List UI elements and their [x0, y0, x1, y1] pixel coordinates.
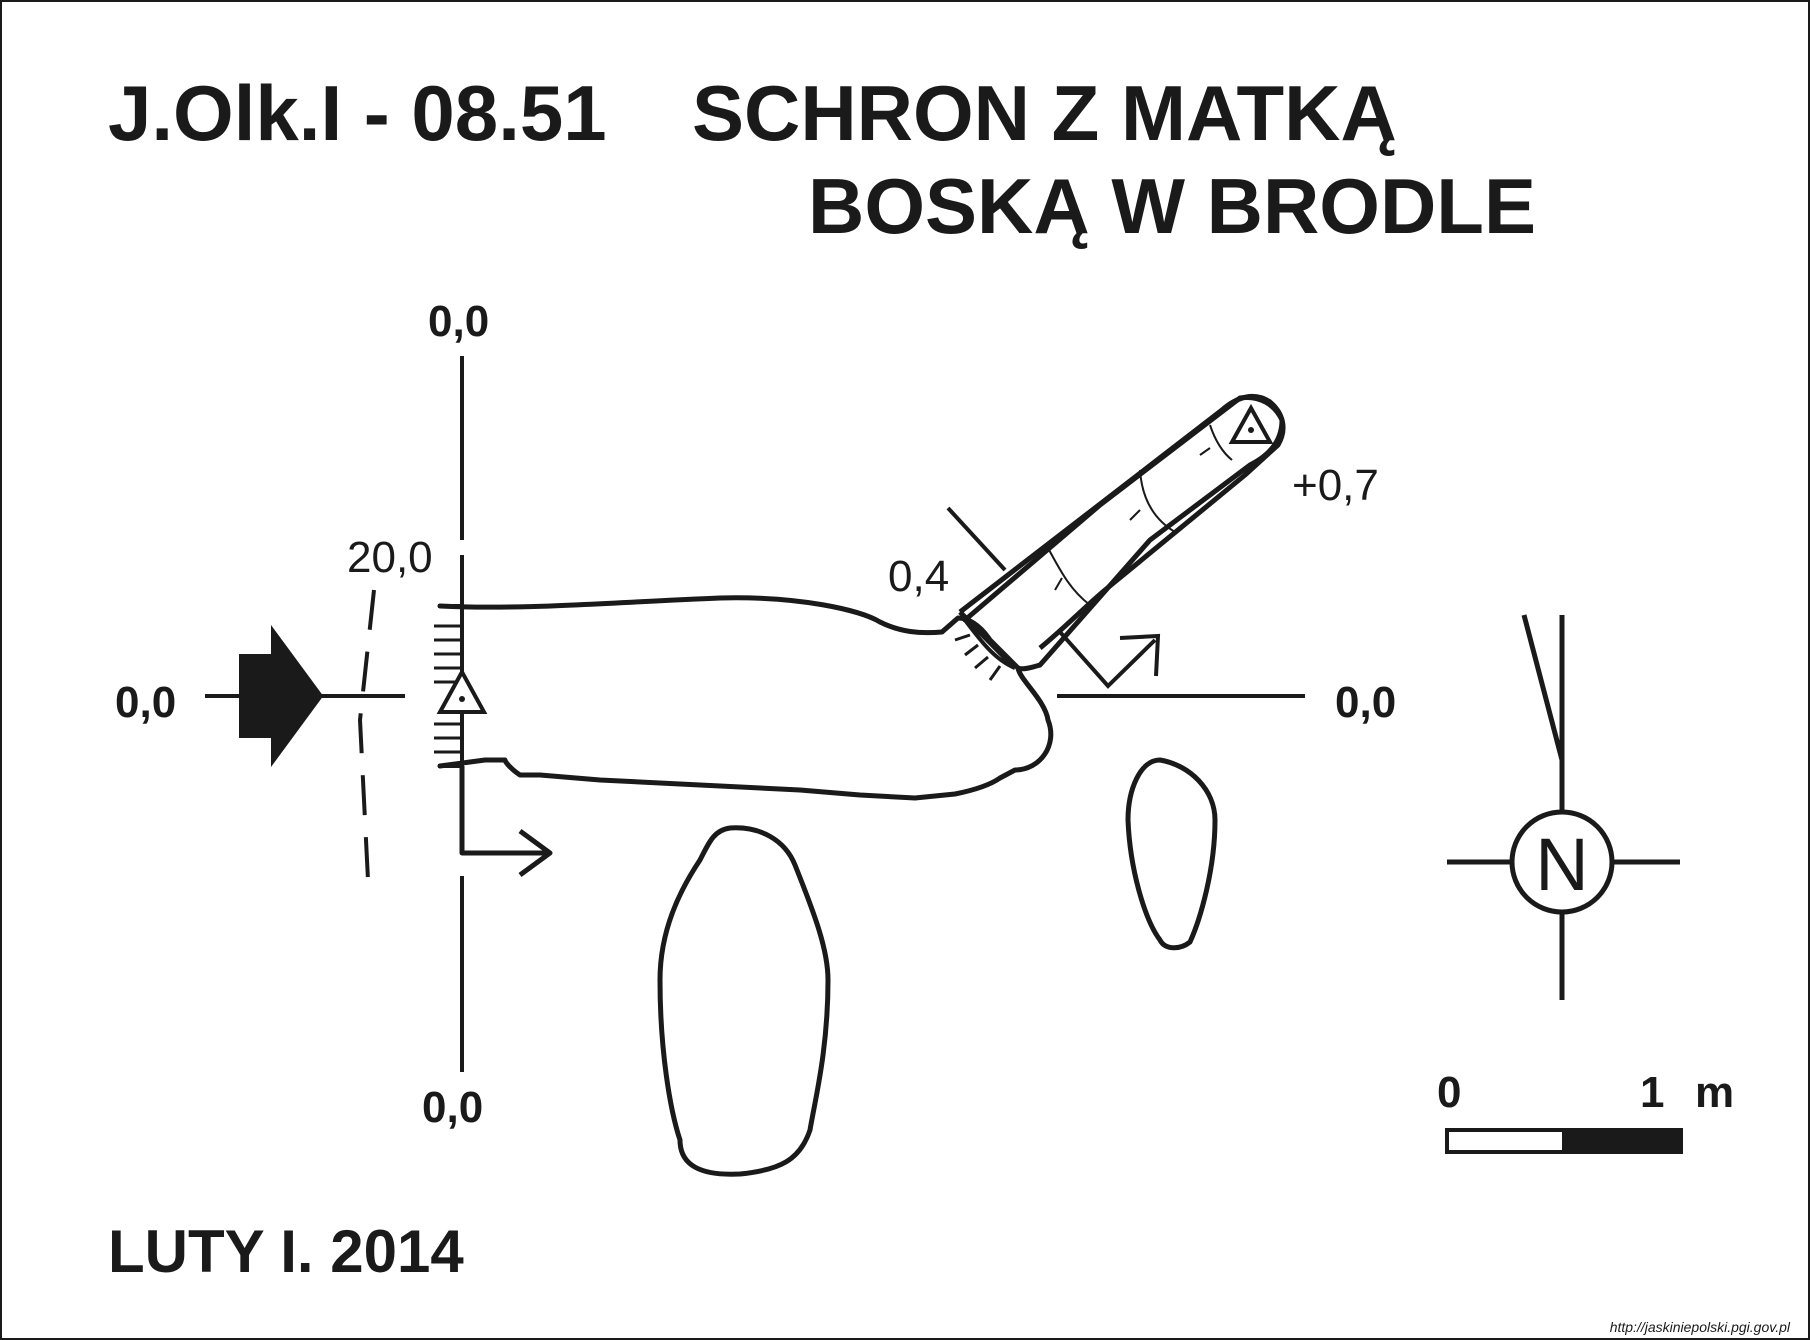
survey-date: LUTY I. 2014: [108, 1218, 464, 1285]
cave-code: J.Olk.I - 08.51: [108, 69, 607, 157]
passage-ledge: [963, 618, 1016, 670]
drip-line: [357, 589, 376, 881]
scale-unit-label: m: [1695, 1068, 1734, 1117]
scale-end-label: 1: [1640, 1068, 1664, 1117]
cave-name-line1: SCHRON Z MATKĄ: [692, 69, 1397, 157]
section-label-top: 0,0: [428, 297, 489, 346]
rock-pillar-large: [657, 825, 831, 1177]
scale-bar: 0 1 m: [1437, 1068, 1734, 1154]
survey-station-end-icon: [1228, 403, 1274, 444]
cave-outline: [437, 394, 1285, 801]
diagonal-passage: [958, 393, 1286, 650]
passage-section-line: [946, 506, 1161, 689]
section-label-bottom: 0,0: [422, 1083, 483, 1132]
entrance-hatching: [434, 624, 462, 754]
north-arrow-icon: N: [1447, 614, 1680, 1000]
scale-start-label: 0: [1437, 1068, 1461, 1117]
north-label: N: [1535, 823, 1588, 906]
ceiling-step-lines: [1047, 424, 1233, 606]
survey-station-entrance-icon: [436, 667, 488, 714]
passage-hatching: [954, 633, 1002, 681]
source-url: http://jaskiniepolski.pgi.gov.pl: [1610, 1319, 1791, 1335]
cave-name-line2: BOSKĄ W BRODLE: [808, 162, 1536, 250]
rock-pillar-small: [1125, 757, 1218, 951]
section-label-left: 0,0: [115, 678, 176, 727]
height-label-entrance: 20,0: [347, 533, 433, 582]
section-arrow-bottom-icon: [459, 766, 553, 878]
passage-step: [958, 610, 1017, 670]
height-label-passage: 0,4: [888, 552, 949, 601]
section-label-right: 0,0: [1335, 678, 1396, 727]
ceiling-ticks: [1054, 447, 1211, 591]
entrance-arrow-icon: [239, 624, 324, 768]
height-label-end: +0,7: [1292, 461, 1379, 510]
